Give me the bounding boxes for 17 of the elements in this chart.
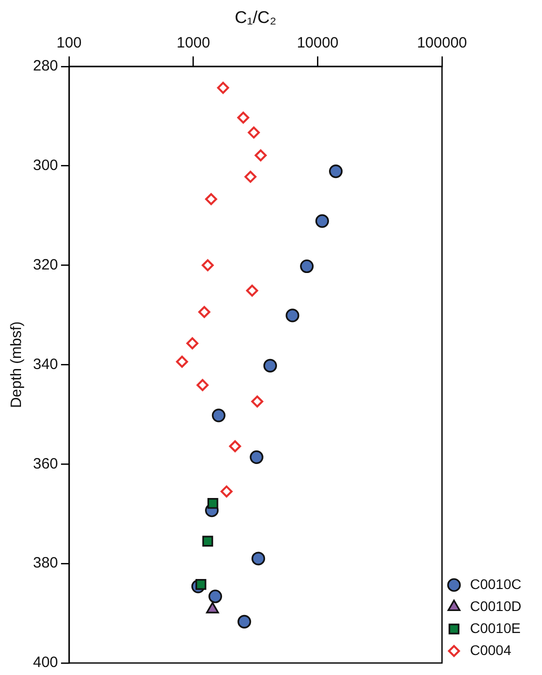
y-tick-label: 320 xyxy=(32,256,58,274)
x-tick-label: 100 xyxy=(56,34,82,52)
legend-label: C0004 xyxy=(470,642,512,658)
x-tick-label: 10000 xyxy=(296,34,339,52)
x-tick-label: 100000 xyxy=(416,34,468,52)
x-axis-title: C₁/C₂ xyxy=(234,8,276,27)
y-tick-label: 340 xyxy=(32,356,58,373)
legend-label: C0010E xyxy=(470,620,521,636)
y-axis-title: Depth (mbsf) xyxy=(8,321,26,408)
x-tick-label: 1000 xyxy=(176,34,210,52)
y-tick-label: 300 xyxy=(32,156,58,174)
legend-label: C0010D xyxy=(470,598,522,614)
y-tick-label: 280 xyxy=(32,58,58,75)
y-tick-label: 360 xyxy=(32,455,58,472)
legend-label: C0010C xyxy=(470,576,522,592)
y-tick-label: 400 xyxy=(32,654,58,672)
y-tick-label: 380 xyxy=(32,554,58,572)
